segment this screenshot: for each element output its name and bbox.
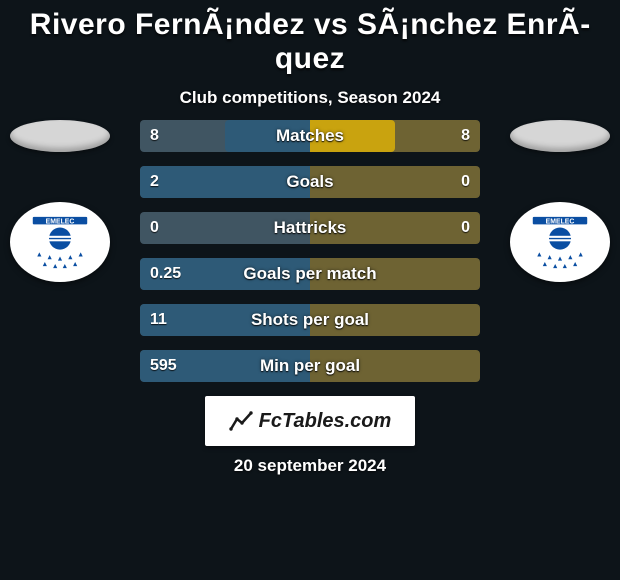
team-right-crest: EMELEC bbox=[510, 202, 610, 282]
stat-value-right: 0 bbox=[461, 166, 470, 198]
team-right-pill bbox=[510, 120, 610, 152]
stat-value-left: 0 bbox=[150, 212, 159, 244]
stat-value-left: 2 bbox=[150, 166, 159, 198]
comparison-chart: 88Matches20Goals00Hattricks0.25Goals per… bbox=[140, 120, 480, 396]
stat-value-left: 595 bbox=[150, 350, 177, 382]
stat-row: 0.25Goals per match bbox=[140, 258, 480, 290]
team-right-column: EMELEC bbox=[510, 120, 610, 282]
team-left-column: EMELEC bbox=[10, 120, 110, 282]
stat-value-left: 0.25 bbox=[150, 258, 181, 290]
emelec-crest-icon: EMELEC bbox=[24, 211, 96, 273]
page-title: Rivero FernÃ¡ndez vs SÃ¡nchez EnrÃ­quez bbox=[0, 0, 620, 76]
brand-text: FcTables.com bbox=[259, 410, 392, 433]
stat-row: 88Matches bbox=[140, 120, 480, 152]
stat-value-left: 11 bbox=[150, 304, 167, 336]
team-left-pill bbox=[10, 120, 110, 152]
page-subtitle: Club competitions, Season 2024 bbox=[0, 88, 620, 108]
stat-bar-left bbox=[140, 166, 310, 198]
stat-row: 00Hattricks bbox=[140, 212, 480, 244]
stat-row: 20Goals bbox=[140, 166, 480, 198]
svg-text:EMELEC: EMELEC bbox=[546, 218, 575, 225]
stat-row: 11Shots per goal bbox=[140, 304, 480, 336]
date-text: 20 september 2024 bbox=[0, 456, 620, 476]
stat-value-right: 0 bbox=[461, 212, 470, 244]
team-left-crest: EMELEC bbox=[10, 202, 110, 282]
stat-bar-right bbox=[310, 120, 395, 152]
brand-logo-icon bbox=[229, 409, 253, 433]
stat-value-left: 8 bbox=[150, 120, 159, 152]
stat-bar-left bbox=[225, 120, 310, 152]
svg-text:EMELEC: EMELEC bbox=[46, 218, 75, 225]
stat-value-right: 8 bbox=[461, 120, 470, 152]
emelec-crest-icon: EMELEC bbox=[524, 211, 596, 273]
stat-row: 595Min per goal bbox=[140, 350, 480, 382]
brand-badge: FcTables.com bbox=[205, 396, 415, 446]
